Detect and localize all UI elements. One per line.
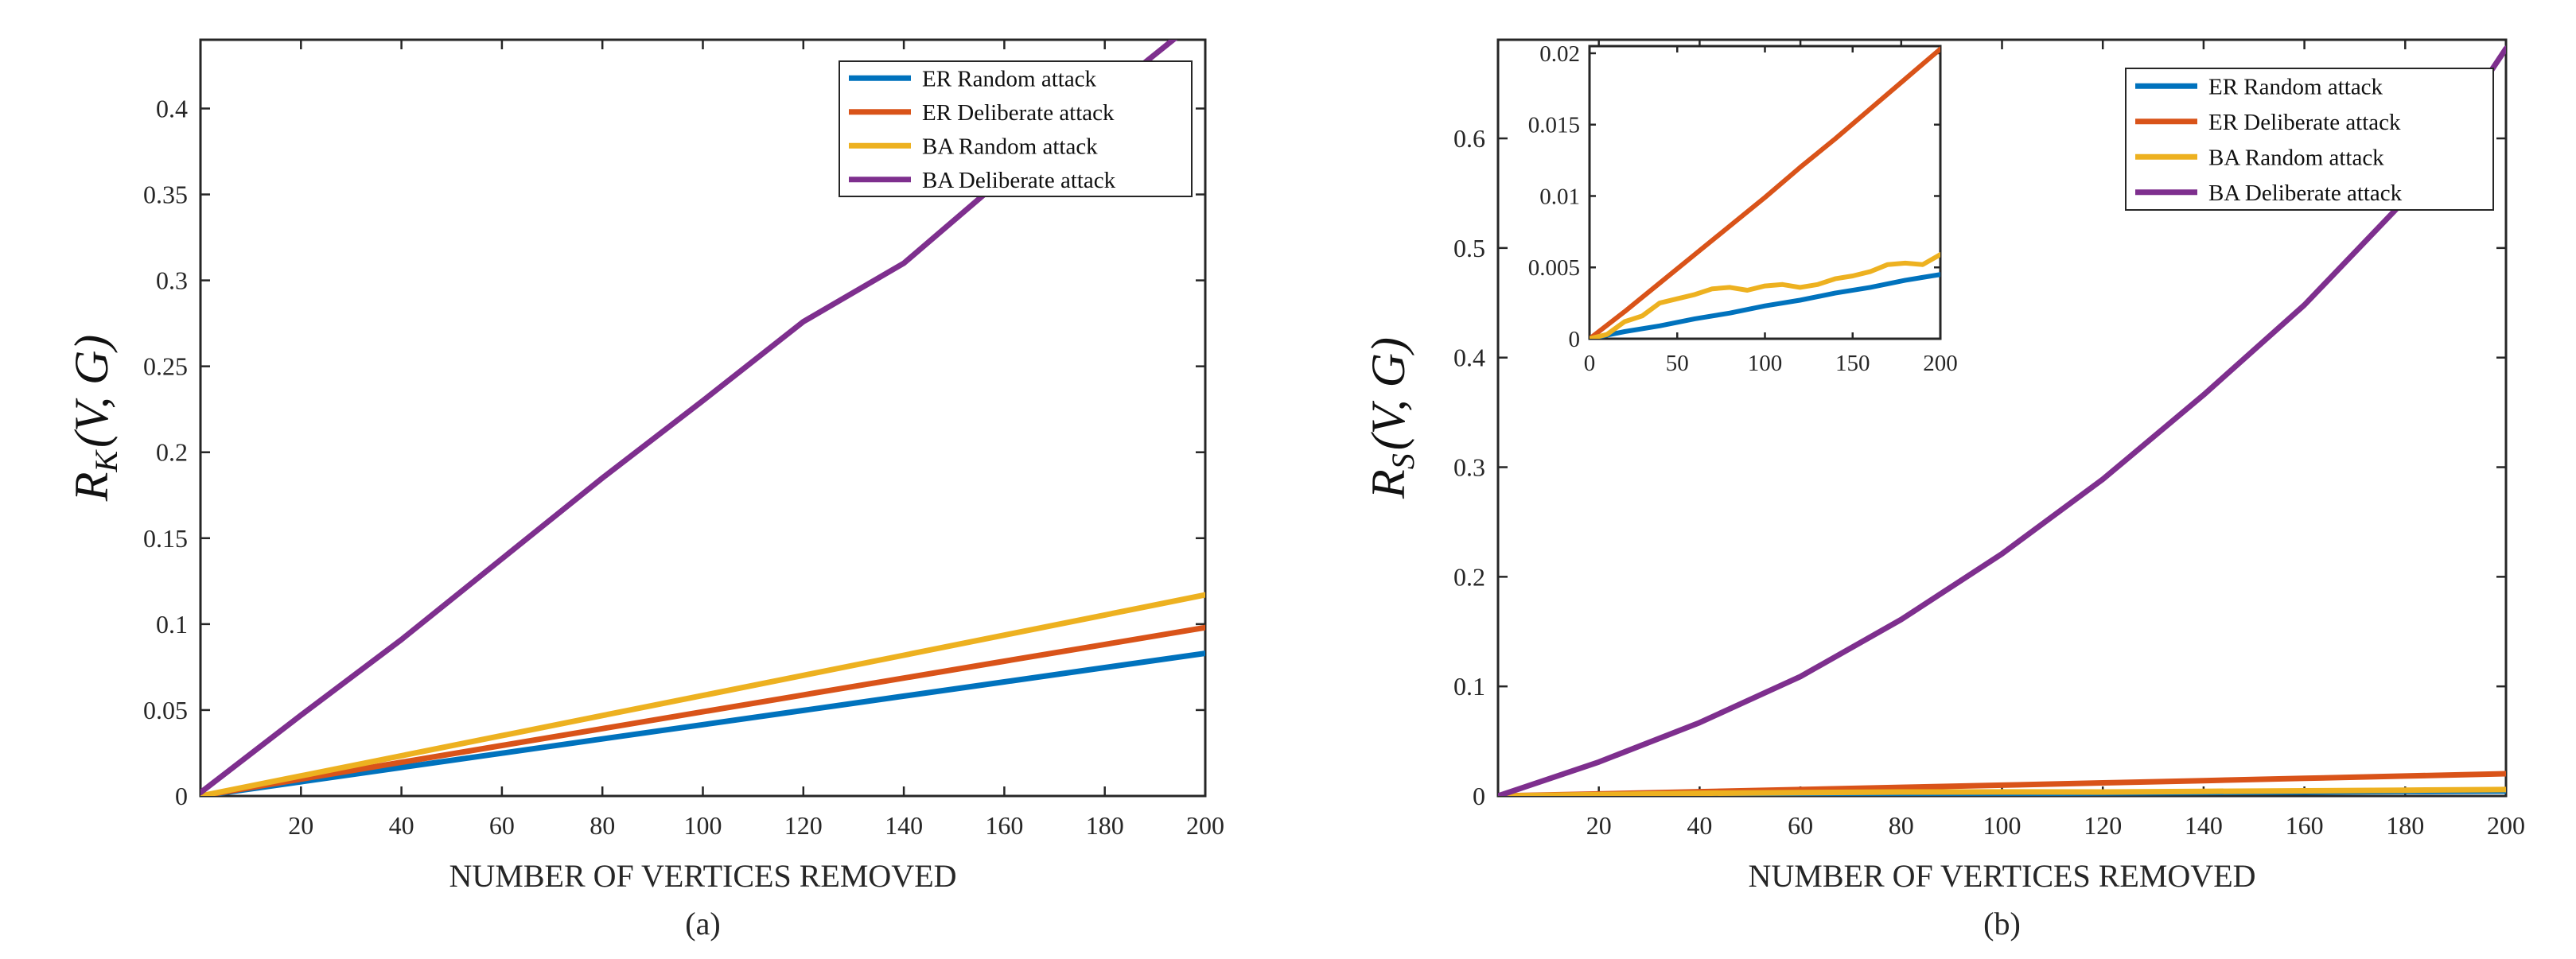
series-line-ba-random-attack [1498, 786, 2506, 796]
legend: ER Random attack ER Deliberate attack BA R… [839, 60, 1193, 197]
y-axis-label-sub: S [1385, 453, 1421, 469]
legend-label: ER Random attack [922, 66, 1097, 91]
chart-panel-a: 20 40 60 80 100 120 140 160 180 200 0 0.05 0.1 0.15 0.… [65, 38, 1224, 942]
inset-y-tick-label: 0 [1569, 327, 1581, 352]
panel-caption: (b) [1983, 906, 2021, 942]
x-tick-label: 40 [1687, 811, 1712, 840]
x-tick-label: 120 [2084, 811, 2122, 840]
legend-label: BA Random attack [2208, 145, 2384, 170]
y-tick-label: 0.1 [156, 610, 188, 639]
y-tick-label: 0.2 [156, 438, 188, 467]
x-tick-label: 160 [2286, 811, 2324, 840]
legend-box [839, 60, 1193, 197]
y-axis-label: RS (V, G) [1362, 337, 1421, 499]
series-line-er-random-attack [200, 650, 1205, 796]
x-tick-label: 100 [684, 811, 722, 840]
legend-label: ER Deliberate attack [922, 100, 1115, 126]
inset-y-tick-label: 0.02 [1539, 41, 1580, 67]
legend-label: BA Deliberate attack [2208, 181, 2403, 206]
inset-x-tick-label: 100 [1748, 351, 1783, 376]
y-axis-label-base: R [65, 472, 118, 503]
chart-panel-b: 20 40 60 80 100 120 140 160 180 200 0 0.1 0.2 0.3 0.4 0… [1362, 38, 2525, 942]
legend: ER Random attack ER Deliberate attack BA R… [2125, 68, 2494, 211]
y-tick-label: 0.1 [1453, 672, 1485, 701]
series-line-er-deliberate-attack [200, 624, 1205, 796]
inset-y-tick-label: 0.01 [1539, 184, 1580, 209]
inset-x-tick-label: 50 [1666, 351, 1689, 376]
y-tick-label: 0.3 [1453, 453, 1485, 482]
inset-series-line-ba-random-attack [1590, 252, 1940, 339]
y-axis-label-sub: K [88, 449, 124, 473]
y-tick-label: 0.15 [143, 524, 188, 553]
series-line-ba-deliberate-attack [1498, 45, 2506, 796]
x-tick-label: 180 [2386, 811, 2424, 840]
x-tick-label: 140 [885, 811, 923, 840]
inset-series-group [1590, 46, 1940, 339]
y-tick-label: 0.5 [1453, 234, 1485, 262]
x-tick-label: 180 [1086, 811, 1124, 840]
legend-label: ER Deliberate attack [2208, 110, 2401, 135]
x-tick-label: 160 [985, 811, 1023, 840]
y-tick-label: 0.35 [143, 181, 188, 209]
y-tick-label: 0 [1473, 782, 1485, 810]
x-tick-label: 20 [288, 811, 313, 840]
x-axis-label: NUMBER OF VERTICES REMOVED [449, 858, 956, 894]
y-axis-label-base: R [1362, 469, 1414, 499]
inset-x-tick-label: 0 [1584, 351, 1596, 376]
inset-x-tick-label: 200 [1923, 351, 1958, 376]
y-tick-label: 0.05 [143, 696, 188, 724]
y-tick-label: 0.2 [1453, 562, 1485, 591]
y-tick-label: 0 [175, 782, 188, 810]
legend-label: BA Random attack [922, 134, 1098, 159]
x-tick-label: 40 [389, 811, 414, 840]
x-tick-label: 200 [1186, 811, 1224, 840]
x-tick-label: 60 [489, 811, 515, 840]
panel-caption: (a) [685, 906, 720, 942]
inset-series-line-er-deliberate-attack [1590, 46, 1940, 339]
y-tick-label: 0.4 [1453, 344, 1485, 372]
y-tick-label: 0.25 [143, 352, 188, 381]
inset-x-tick-label: 150 [1835, 351, 1870, 376]
legend-label: BA Deliberate attack [922, 168, 1116, 193]
x-tick-label: 200 [2487, 811, 2525, 840]
inset-y-tick-label: 0.015 [1528, 113, 1580, 138]
x-tick-label: 120 [784, 811, 823, 840]
y-axis-label-args: (V, G) [65, 335, 118, 448]
x-tick-label: 100 [1983, 811, 2021, 840]
y-axis-label-args: (V, G) [1362, 337, 1414, 450]
x-tick-label: 80 [1889, 811, 1914, 840]
inset-y-tick-label: 0.005 [1528, 255, 1580, 281]
inset-chart: 0 50 100 150 200 0 0.005 0.01 0.015 0.02 [1528, 41, 1958, 376]
series-line-ba-random-attack [200, 592, 1205, 796]
y-tick-label: 0.3 [156, 266, 188, 295]
y-tick-label: 0.6 [1453, 124, 1485, 153]
legend-label: ER Random attack [2208, 74, 2383, 99]
x-tick-label: 20 [1586, 811, 1612, 840]
inset-series-line-er-random-attack [1590, 272, 1940, 339]
y-tick-label: 0.4 [156, 94, 188, 122]
x-tick-label: 140 [2185, 811, 2223, 840]
x-tick-label: 80 [590, 811, 615, 840]
x-tick-label: 60 [1788, 811, 1813, 840]
y-axis-label: RK(V, G) [65, 335, 124, 503]
series-group [1498, 45, 2506, 796]
x-axis-label: NUMBER OF VERTICES REMOVED [1748, 858, 2255, 894]
legend-box [2125, 68, 2494, 211]
